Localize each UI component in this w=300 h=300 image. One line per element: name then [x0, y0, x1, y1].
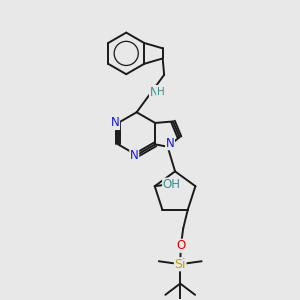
Text: O: O	[176, 239, 185, 252]
Text: N: N	[111, 116, 119, 130]
Text: H: H	[157, 87, 164, 97]
Text: N: N	[150, 85, 158, 98]
Text: Si: Si	[175, 258, 186, 271]
Text: OH: OH	[163, 178, 181, 191]
Text: N: N	[130, 148, 139, 162]
Text: N: N	[166, 137, 174, 150]
